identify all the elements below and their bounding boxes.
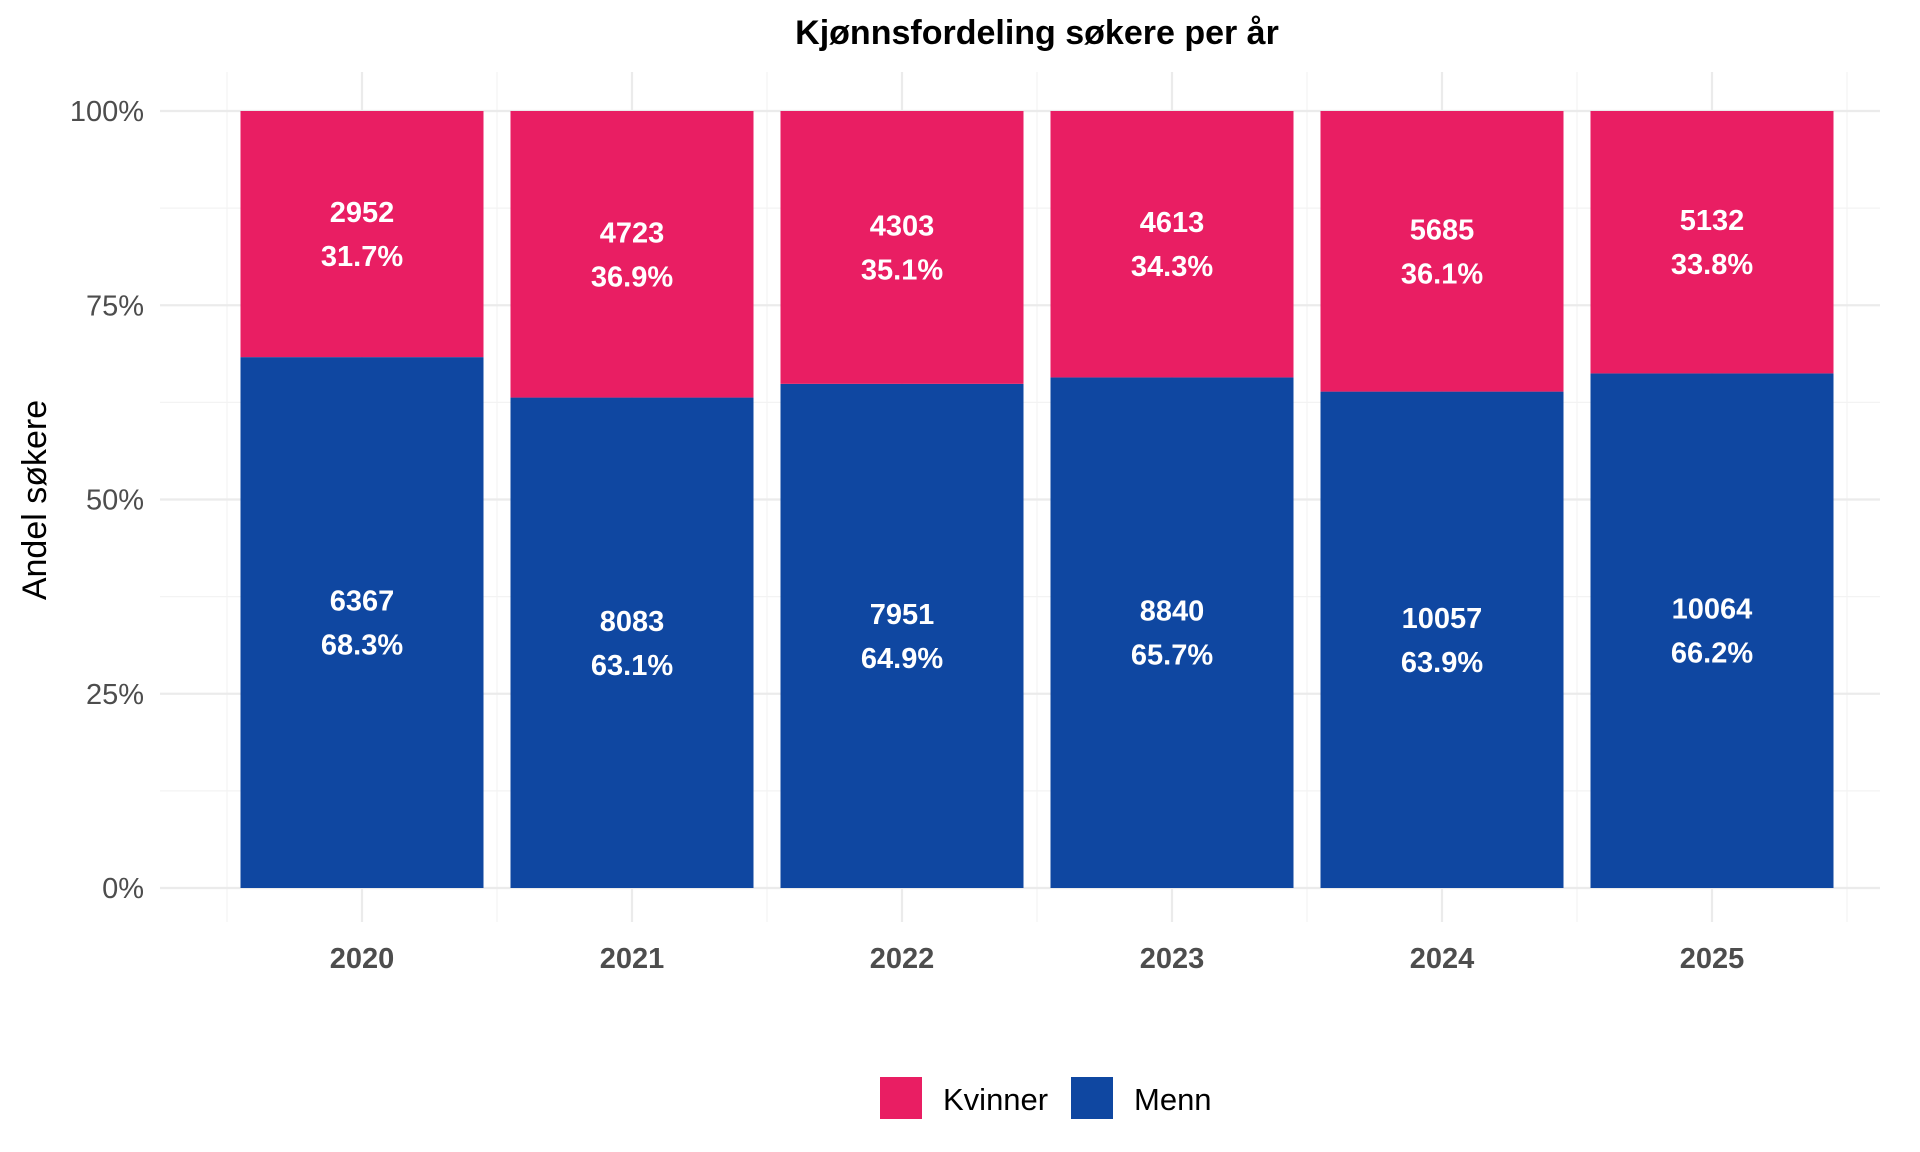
bar-menn-2025 <box>1590 373 1834 888</box>
legend-key-menn <box>1071 1077 1113 1119</box>
y-axis: 0% 25% 50% 75% 100% <box>70 96 144 905</box>
bars <box>240 111 1834 889</box>
bar-menn-2023 <box>1050 377 1294 888</box>
data-label-percent: 35.1% <box>861 254 943 286</box>
y-tick-label: 50% <box>86 485 144 517</box>
data-label-percent: 63.1% <box>591 650 673 682</box>
y-tick-label: 25% <box>86 679 144 711</box>
chart-title: Kjønnsfordeling søkere per år <box>795 14 1279 52</box>
bar-menn-2021 <box>510 397 754 888</box>
data-label-count: 4723 <box>600 217 665 249</box>
data-label-percent: 36.9% <box>591 261 673 293</box>
data-label-count: 10057 <box>1402 603 1483 635</box>
data-label-percent: 33.8% <box>1671 249 1753 281</box>
legend-label-menn: Menn <box>1134 1082 1212 1117</box>
data-label-count: 5132 <box>1680 205 1745 237</box>
data-label-count: 4303 <box>870 210 935 242</box>
legend-label-kvinner: Kvinner <box>943 1082 1048 1117</box>
bar-kvinner-2023 <box>1050 111 1294 378</box>
data-label-percent: 64.9% <box>861 643 943 675</box>
bar-menn-2022 <box>780 383 1024 888</box>
x-tick-label: 2022 <box>870 943 935 975</box>
data-label-count: 8083 <box>600 606 665 638</box>
x-tick-label: 2023 <box>1140 943 1205 975</box>
data-label-count: 7951 <box>870 599 935 631</box>
data-label-percent: 65.7% <box>1131 640 1213 672</box>
y-axis-label: Andel søkere <box>16 400 54 600</box>
x-tick-label: 2025 <box>1680 943 1745 975</box>
legend: Kvinner Menn <box>880 1077 1212 1119</box>
bar-kvinner-2024 <box>1320 111 1564 392</box>
bar-labels: 6367 68.3% 2952 31.7% 8083 63.1% 4723 36.9% 7951… <box>321 197 1753 682</box>
data-label-count: 8840 <box>1140 596 1205 628</box>
bar-kvinner-2022 <box>780 111 1024 384</box>
bar-kvinner-2020 <box>240 111 484 358</box>
data-label-percent: 36.1% <box>1401 258 1483 290</box>
bar-kvinner-2021 <box>510 111 754 398</box>
data-label-count: 5685 <box>1410 214 1475 246</box>
bar-menn-2024 <box>1320 391 1564 888</box>
bar-menn-2020 <box>240 357 484 889</box>
x-axis: 2020 2021 2022 2023 2024 2025 <box>330 943 1745 975</box>
data-label-count: 10064 <box>1672 594 1753 626</box>
y-tick-label: 100% <box>70 96 144 128</box>
data-label-count: 2952 <box>330 197 395 229</box>
data-label-percent: 31.7% <box>321 241 403 273</box>
data-label-percent: 66.2% <box>1671 638 1753 670</box>
data-label-percent: 68.3% <box>321 630 403 662</box>
data-label-count: 4613 <box>1140 207 1205 239</box>
data-label-count: 6367 <box>330 586 395 618</box>
x-tick-label: 2024 <box>1410 943 1475 975</box>
y-tick-label: 75% <box>86 290 144 322</box>
y-tick-label: 0% <box>102 873 144 905</box>
legend-key-kvinner <box>880 1077 922 1119</box>
x-tick-label: 2020 <box>330 943 395 975</box>
x-tick-label: 2021 <box>600 943 665 975</box>
data-label-percent: 34.3% <box>1131 251 1213 283</box>
bar-kvinner-2025 <box>1590 111 1834 374</box>
data-label-percent: 63.9% <box>1401 647 1483 679</box>
